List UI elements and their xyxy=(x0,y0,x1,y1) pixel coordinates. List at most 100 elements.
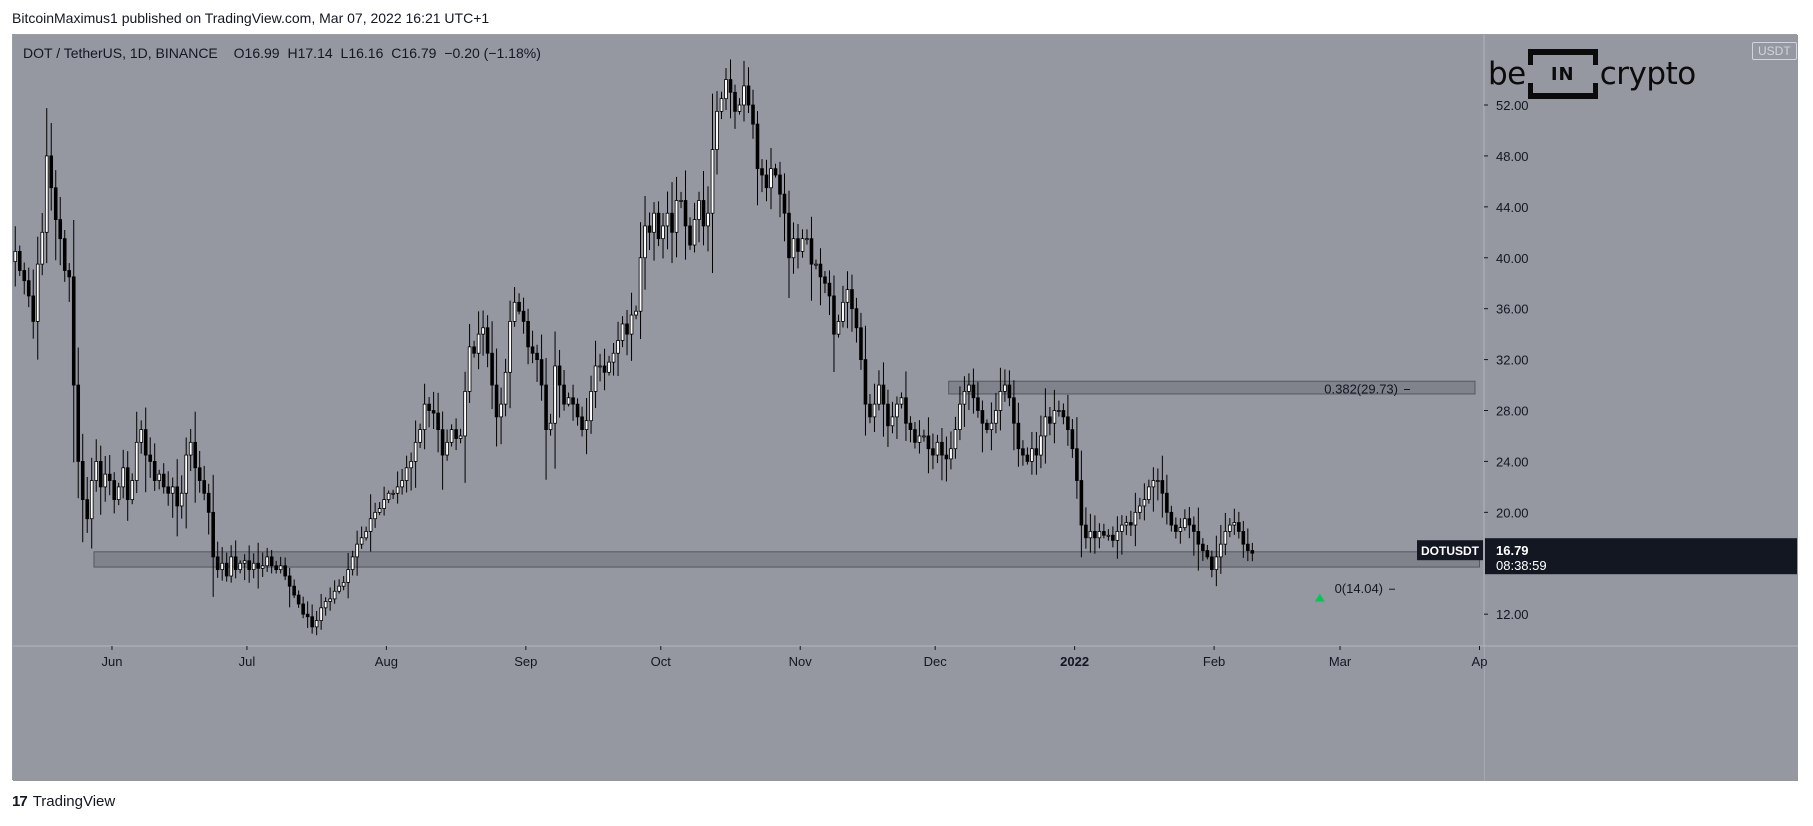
candle xyxy=(1129,510,1133,537)
candle-down-body xyxy=(854,308,859,329)
candle xyxy=(1115,516,1120,559)
candle xyxy=(1165,474,1169,525)
candle-up-body xyxy=(994,410,998,424)
candle-up-body xyxy=(643,225,647,259)
candle-up-body xyxy=(463,391,467,437)
candle xyxy=(332,580,337,604)
candle-down-body xyxy=(1007,384,1012,399)
candle xyxy=(418,423,422,448)
candle xyxy=(1196,507,1201,571)
candle-up-body xyxy=(917,435,922,443)
candle-up-body xyxy=(1052,410,1057,424)
candle xyxy=(251,553,256,579)
candle xyxy=(683,170,688,260)
candle-down-body xyxy=(211,511,215,558)
candle-up-body xyxy=(323,601,328,609)
candle-up-body xyxy=(103,473,108,488)
candle xyxy=(373,502,377,528)
candle-down-body xyxy=(535,352,539,360)
candle xyxy=(292,579,296,599)
candle xyxy=(1169,505,1174,532)
candle xyxy=(265,547,269,572)
candle-up-body xyxy=(373,511,377,520)
candle xyxy=(94,439,99,492)
candle-down-body xyxy=(755,123,760,170)
candle xyxy=(652,202,656,261)
candle-down-body xyxy=(1048,416,1052,424)
candle xyxy=(391,489,395,500)
candle-up-body xyxy=(638,257,643,312)
candle xyxy=(1214,535,1219,587)
candle-down-body xyxy=(773,168,778,176)
candle-up-body xyxy=(134,441,139,481)
candle xyxy=(818,248,823,306)
candle-up-body xyxy=(814,263,818,266)
candle-down-body xyxy=(71,276,76,386)
candle-up-body xyxy=(616,340,620,354)
candle-up-body xyxy=(355,543,359,558)
candle-down-body xyxy=(143,429,148,456)
candle xyxy=(778,161,782,218)
y-tick-label: 48.00 xyxy=(1496,149,1529,164)
candle xyxy=(1084,507,1088,549)
candle xyxy=(1219,524,1223,574)
candle-up-body xyxy=(769,168,773,189)
candle-down-body xyxy=(1250,550,1255,554)
candle xyxy=(346,553,350,599)
candle-up-body xyxy=(260,565,265,569)
candle xyxy=(413,420,418,488)
candle xyxy=(274,560,278,574)
candle xyxy=(139,420,144,454)
candle xyxy=(314,611,319,636)
candle-down-body xyxy=(787,212,791,259)
candle xyxy=(863,325,868,436)
candle xyxy=(382,486,386,516)
candle-down-body xyxy=(1093,531,1097,539)
y-tick-label: 20.00 xyxy=(1496,505,1529,520)
candle xyxy=(229,545,233,583)
candle xyxy=(260,552,265,577)
candle xyxy=(643,195,647,290)
candle-down-body xyxy=(1021,448,1025,456)
candle xyxy=(296,590,301,608)
candle-up-body xyxy=(449,429,454,443)
candle xyxy=(188,428,193,472)
candle-down-body xyxy=(125,467,130,501)
candle-down-body xyxy=(683,200,688,227)
candle-up-body xyxy=(391,492,395,495)
candle-down-body xyxy=(98,461,103,488)
candle-down-body xyxy=(247,560,251,571)
candle-up-body xyxy=(116,486,121,501)
candle-up-body xyxy=(679,200,683,202)
candle xyxy=(971,368,976,414)
candle-down-body xyxy=(1102,531,1106,536)
candle-up-body xyxy=(40,231,45,265)
candle-up-body xyxy=(1228,524,1232,532)
fib-level-label: 0.382(29.73) xyxy=(1324,381,1398,396)
candle-down-body xyxy=(971,384,976,399)
candle xyxy=(409,452,413,491)
candle-up-body xyxy=(1106,534,1111,537)
currency-badge[interactable]: USDT xyxy=(1752,42,1797,60)
candle-down-body xyxy=(818,263,823,278)
candle xyxy=(1183,509,1187,531)
chart-area[interactable]: 0.382(29.73) 0(14.04) 12.00 20.00 24.00 28.0… xyxy=(12,34,1798,781)
candle xyxy=(350,550,355,576)
candle-down-body xyxy=(751,104,755,125)
candle-up-body xyxy=(1232,522,1237,526)
candle-up-body xyxy=(319,607,323,621)
x-tick-label: Jun xyxy=(101,654,122,669)
candle xyxy=(503,358,508,417)
candle-up-body xyxy=(692,219,697,246)
candle-down-body xyxy=(287,575,292,587)
candle-down-body xyxy=(148,454,152,462)
candle xyxy=(62,230,67,282)
candle xyxy=(1250,542,1255,562)
candle-up-body xyxy=(346,569,350,583)
change-value: −0.20 (−1.18%) xyxy=(444,45,541,61)
candlestick-chart[interactable]: 0.382(29.73) 0(14.04) 12.00 20.00 24.00 28.0… xyxy=(13,35,1798,781)
candle xyxy=(107,455,112,496)
candle-down-body xyxy=(580,416,584,431)
candle-down-body xyxy=(427,403,431,411)
logo-box: IN xyxy=(1524,49,1601,99)
